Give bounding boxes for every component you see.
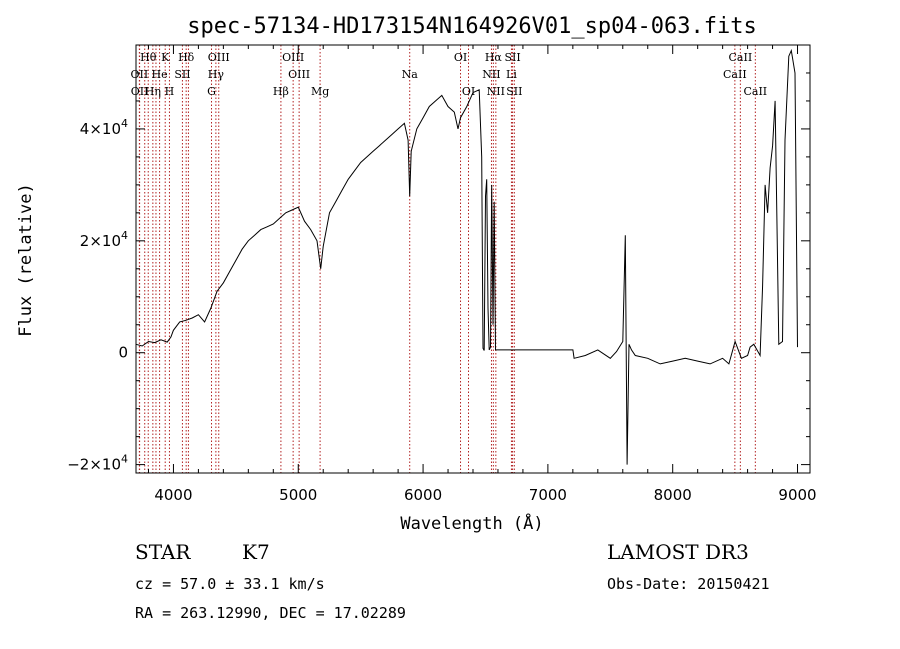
spectral-line-label: Hα xyxy=(485,51,503,64)
x-tick-label: 5000 xyxy=(279,486,317,504)
x-tick-label: 7000 xyxy=(529,486,567,504)
x-tick-label: 9000 xyxy=(778,486,816,504)
obs-date: Obs-Date: 20150421 xyxy=(607,575,770,593)
spectral-line-label: CaII xyxy=(743,85,767,98)
spectral-line-label: H xyxy=(165,85,175,98)
object-subclass: K7 xyxy=(242,540,270,564)
y-tick-label: 0 xyxy=(118,344,128,362)
y-tick-label: 4×104 xyxy=(80,117,128,138)
spectral-line-label: K xyxy=(161,51,170,64)
spectral-line-label: NII xyxy=(487,85,505,98)
spectral-line-label: Na xyxy=(402,68,419,81)
spectral-line-label: CaII xyxy=(729,51,753,64)
spectrum-line xyxy=(135,48,798,465)
chart-title: spec-57134-HD173154N164926V01_sp04-063.f… xyxy=(187,14,757,39)
spectral-line-label: G xyxy=(207,85,216,98)
x-tick-label: 6000 xyxy=(404,486,442,504)
redshift-cz: cz = 57.0 ± 33.1 km/s xyxy=(135,575,325,593)
spectral-line-label: CaII xyxy=(723,68,747,81)
spectral-line-label: OII xyxy=(131,68,149,81)
spectral-line-label: Hθ xyxy=(140,51,157,64)
spectral-line-label: SII xyxy=(506,85,522,98)
spectral-line-label: OI xyxy=(454,51,467,64)
spectral-line-label: OIII xyxy=(282,51,304,64)
spectral-line-label: SII xyxy=(174,68,190,81)
spectral-line-label: OIII xyxy=(288,68,310,81)
ra-dec: RA = 263.12990, DEC = 17.02289 xyxy=(135,604,406,622)
y-tick-label: −2×104 xyxy=(67,453,128,474)
object-class: STAR xyxy=(135,540,191,564)
x-tick-label: 8000 xyxy=(654,486,692,504)
spectral-line-label: Hη xyxy=(145,85,161,98)
spectral-line-markers xyxy=(138,45,756,473)
x-axis-label: Wavelength (Å) xyxy=(400,512,543,534)
spectral-line-label: Mg xyxy=(311,85,329,98)
spectral-line-label: Hβ xyxy=(273,85,289,98)
y-axis-ticks: −2×104 0 2×104 4×104 xyxy=(67,72,810,474)
spectral-line-label: OI xyxy=(462,85,475,98)
y-tick-label: 2×104 xyxy=(80,229,128,250)
spectral-line-label: OII xyxy=(131,85,149,98)
spectral-line-label: SII xyxy=(504,51,520,64)
spectral-line-label: Hγ xyxy=(208,68,225,81)
x-axis-ticks: 4000 5000 6000 7000 8000 9000 xyxy=(147,45,817,504)
spectral-line-label: NII xyxy=(482,68,500,81)
spectral-line-label: OIII xyxy=(208,51,230,64)
y-axis-label: Flux (relative) xyxy=(16,183,36,337)
spectral-line-label: He xyxy=(152,68,168,81)
survey-name: LAMOST DR3 xyxy=(607,540,749,564)
spectral-line-label: Hδ xyxy=(178,51,195,64)
x-tick-label: 4000 xyxy=(154,486,192,504)
spectral-line-label: Li xyxy=(506,68,517,81)
